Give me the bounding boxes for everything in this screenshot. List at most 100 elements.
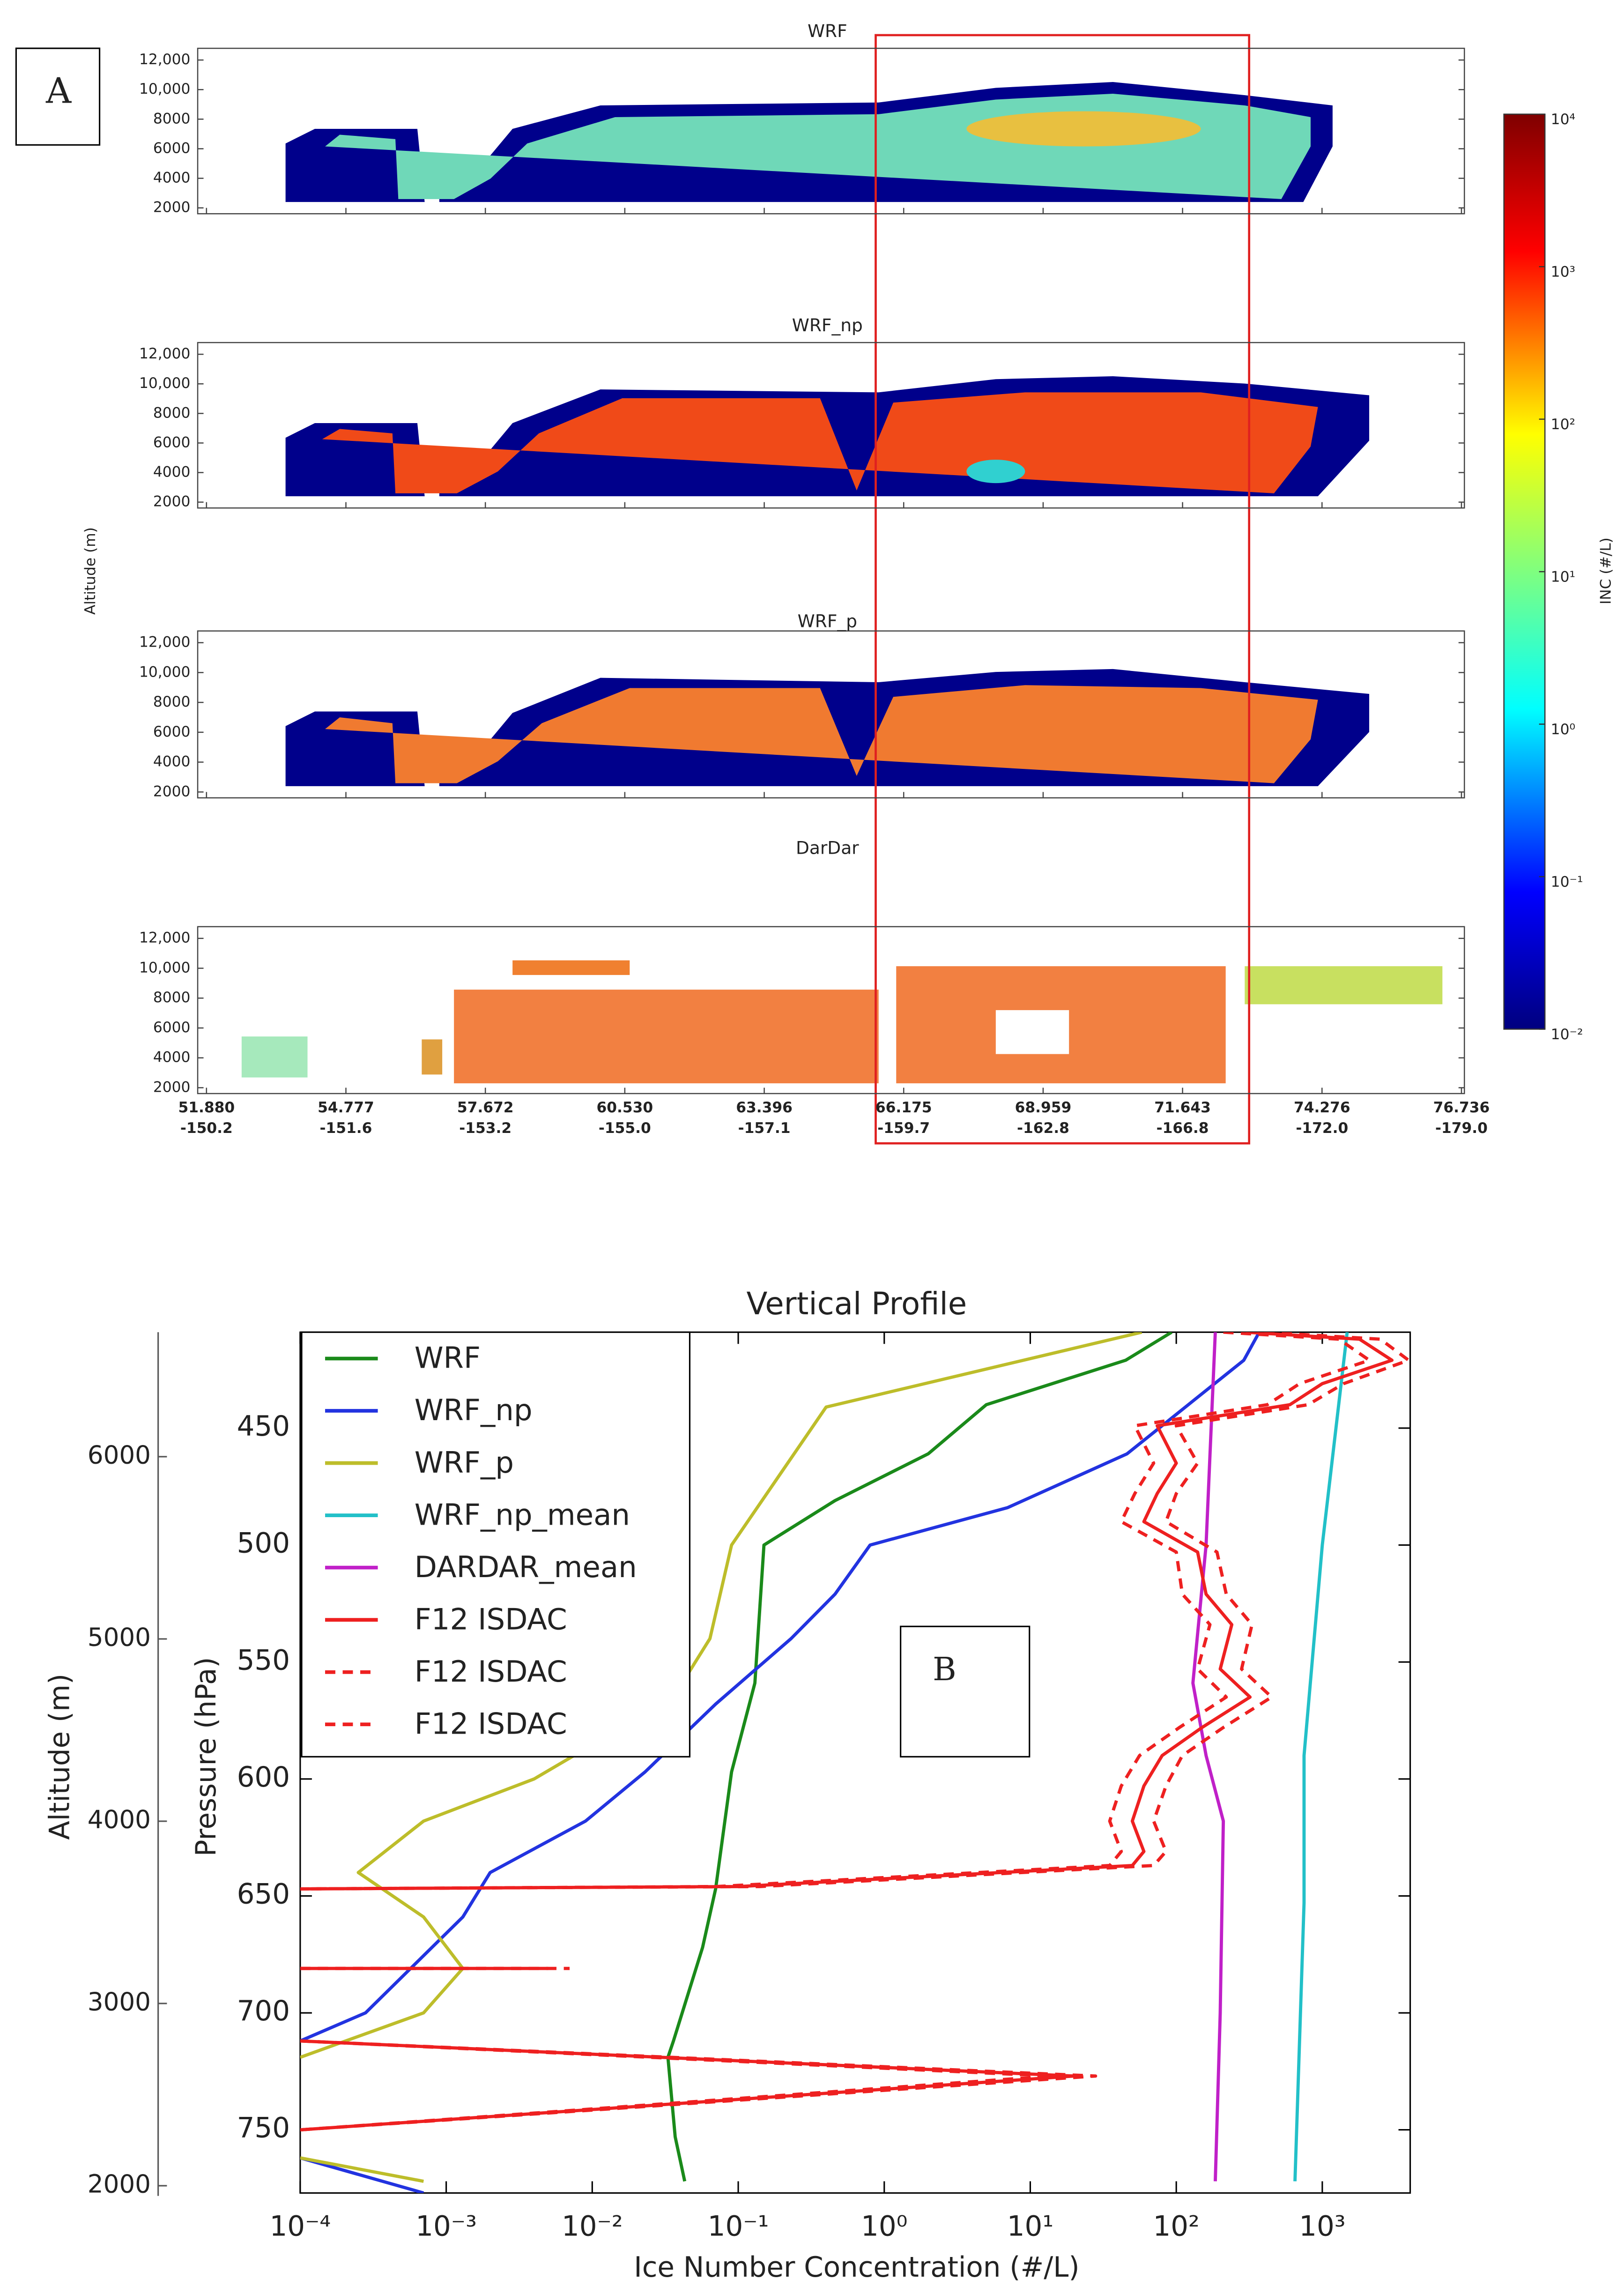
- panel-title: WRF: [808, 21, 847, 41]
- series-line: [300, 1332, 1142, 2183]
- x-tick-label: 63.396: [736, 1099, 793, 1116]
- x-tick-label: 68.959: [1015, 1099, 1072, 1116]
- legend-box: [301, 1331, 691, 1758]
- x-tick-label: 54.777: [318, 1099, 374, 1116]
- y-tick-label: 550: [237, 1644, 290, 1676]
- y-tick-label: 4000: [153, 464, 191, 481]
- panel-title: DarDar: [796, 838, 859, 858]
- x-tick-label: 51.880: [178, 1099, 235, 1116]
- legend-label: F12 ISDAC: [415, 1654, 567, 1689]
- y-tick-label: 500: [237, 1527, 290, 1560]
- y-tick-label: 4000: [153, 1049, 191, 1066]
- y-tick-label: 2000: [153, 493, 191, 510]
- x-tick-label: 10¹: [1007, 2211, 1053, 2243]
- legend-label: DARDAR_mean: [415, 1550, 637, 1584]
- x-tick-label: -155.0: [599, 1120, 651, 1137]
- y-tick-label: 650: [237, 1878, 290, 1911]
- colorbar-tick-label: 10²: [1551, 416, 1575, 433]
- y-axis-title: Altitude (m): [82, 527, 99, 615]
- legend-label: WRF: [415, 1341, 481, 1375]
- x-tick-label: 74.276: [1294, 1099, 1350, 1116]
- legend-label: WRF_np_mean: [415, 1497, 630, 1532]
- legend-label: WRF_p: [415, 1445, 514, 1480]
- y2-tick-label: 5000: [88, 1623, 151, 1652]
- y-tick-label: 8000: [153, 110, 191, 127]
- x-tick-label: 71.643: [1154, 1099, 1211, 1116]
- heatmap-wrf-np: [285, 376, 1370, 497]
- y-tick-label: 10,000: [139, 960, 190, 976]
- legend-label: F12 ISDAC: [415, 1707, 567, 1741]
- x-tick-label: 10⁰: [861, 2211, 907, 2243]
- panel-frame: [197, 926, 1465, 1095]
- y-tick-label: 6000: [153, 434, 191, 451]
- y-tick-label: 12,000: [139, 51, 190, 68]
- chart-title: Vertical Profile: [747, 1286, 967, 1322]
- colorbar: [1503, 113, 1546, 1030]
- heatmap-wrf: [285, 82, 1333, 202]
- panel-frame: [197, 342, 1465, 509]
- panel-title: WRF_np: [792, 315, 863, 335]
- x-tick-label: -150.2: [180, 1120, 233, 1137]
- colorbar-tick-label: 10⁻¹: [1551, 874, 1583, 891]
- panel-label-box: [900, 1625, 1031, 1758]
- y-tick-label: 2000: [153, 1079, 191, 1095]
- colorbar-tick-label: 10⁻²: [1551, 1026, 1583, 1043]
- y-tick-label: 8000: [153, 693, 191, 710]
- y-tick-label: 450: [237, 1410, 290, 1443]
- y-tick-label: 6000: [153, 723, 191, 740]
- x-tick-label: -151.6: [320, 1120, 372, 1137]
- y-tick-label: 8000: [153, 989, 191, 1006]
- y-tick-label: 8000: [153, 404, 191, 421]
- legend-label: WRF_np: [415, 1393, 533, 1427]
- y2-tick-label: 2000: [88, 2170, 151, 2199]
- lines: [300, 1332, 1410, 2193]
- x-tick-label: 57.672: [457, 1099, 514, 1116]
- y-tick-label: 12,000: [139, 634, 190, 651]
- x-tick-label: 60.530: [597, 1099, 653, 1116]
- colorbar-tick-label: 10³: [1551, 264, 1575, 281]
- panel-label-box: [15, 47, 101, 146]
- x-tick-label: 10²: [1153, 2211, 1199, 2243]
- colorbar-tick-label: 10¹: [1551, 569, 1575, 586]
- colorbar-tick-label: 10⁰: [1551, 721, 1575, 738]
- series-line: [300, 1332, 1261, 2193]
- x-tick-label: -162.8: [1017, 1120, 1069, 1137]
- y2-tick-label: 3000: [88, 1988, 151, 2017]
- y-tick-label: 10,000: [139, 663, 190, 680]
- y-tick-label: 6000: [153, 140, 191, 156]
- series-line: [300, 1332, 1371, 2132]
- y-tick-label: 12,000: [139, 345, 190, 362]
- y-tick-label: 4000: [153, 753, 191, 770]
- colorbar-title: INC (#/L): [1597, 537, 1614, 604]
- plot-frame: [299, 1331, 1411, 2194]
- y-tick-label: 2000: [153, 199, 191, 216]
- legend-label: F12 ISDAC: [415, 1602, 567, 1636]
- y-tick-label: 6000: [153, 1019, 191, 1036]
- panel-label: A: [45, 70, 72, 111]
- series-line: [1293, 1332, 1349, 2182]
- y-tick-label: 750: [237, 2112, 290, 2145]
- y-tick-label: 600: [237, 1761, 290, 1794]
- y-tick-label: 12,000: [139, 930, 190, 946]
- y-tick-label: 2000: [153, 783, 191, 800]
- x-tick-label: -153.2: [459, 1120, 512, 1137]
- x-tick-label: 10³: [1299, 2211, 1345, 2243]
- y-tick-label: 700: [237, 1995, 290, 2027]
- x-tick-label: 10⁻³: [415, 2211, 477, 2243]
- panel-title: WRF_p: [798, 611, 857, 631]
- x-tick-label: -166.8: [1157, 1120, 1209, 1137]
- y-tick-label: 4000: [153, 170, 191, 186]
- y2-tick-label: 6000: [88, 1441, 151, 1470]
- y-axis-title: Pressure (hPa): [190, 1657, 222, 1856]
- x-tick-label: 66.175: [875, 1099, 932, 1116]
- heatmap-dardar: [241, 960, 1443, 1084]
- x-tick-label: -159.7: [877, 1120, 930, 1137]
- y2-tick-label: 4000: [88, 1805, 151, 1834]
- panel-frame: [197, 630, 1465, 799]
- x-tick-label: -172.0: [1296, 1120, 1348, 1137]
- x-tick-label: 10⁻¹: [708, 2211, 769, 2243]
- highlight-box: [875, 34, 1251, 1145]
